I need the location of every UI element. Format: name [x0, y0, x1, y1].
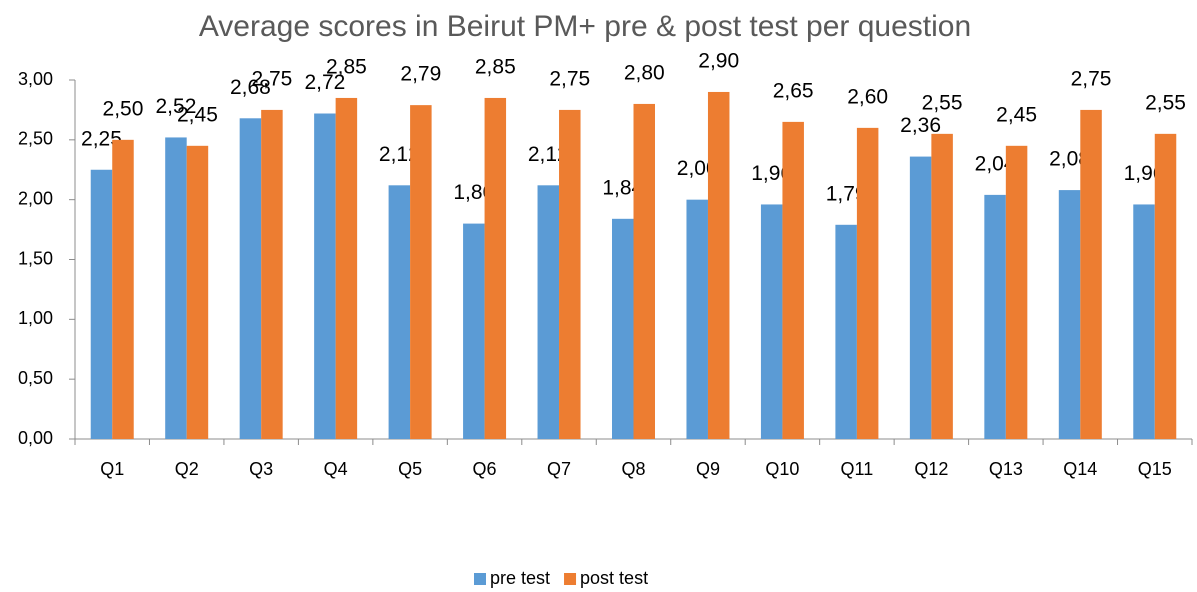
- y-tick-label: 1,00: [18, 308, 53, 328]
- x-tick-label: Q11: [841, 459, 874, 479]
- bar: [410, 105, 432, 439]
- bar: [463, 223, 485, 439]
- bar: [314, 113, 336, 440]
- data-label: 2,50: [103, 97, 144, 120]
- data-label: 2,52: [156, 95, 197, 118]
- bar: [112, 139, 134, 440]
- bar: [186, 145, 209, 440]
- data-label: 2,25: [81, 127, 122, 150]
- x-tick-label: Q12: [914, 459, 948, 479]
- x-tick-label: Q2: [175, 459, 199, 479]
- bar: [707, 91, 730, 439]
- bar: [835, 224, 857, 439]
- bar: [1080, 109, 1102, 440]
- data-label: 2,12: [379, 143, 420, 166]
- bar: [559, 109, 581, 440]
- x-tick-label: Q9: [696, 459, 720, 479]
- x-tick-label: Q4: [324, 459, 348, 479]
- bar: [1058, 190, 1081, 439]
- data-label: 1,96: [751, 162, 792, 185]
- bar: [1154, 133, 1177, 439]
- x-tick-label: Q6: [473, 459, 497, 479]
- y-tick-label: 0,50: [18, 368, 53, 388]
- data-label: 2,75: [251, 67, 292, 90]
- chart-title: Average scores in Beirut PM+ pre & post …: [199, 10, 971, 43]
- bar: [909, 156, 932, 439]
- bar: [760, 204, 783, 439]
- bar: [165, 137, 187, 439]
- data-label: 2,85: [326, 55, 367, 78]
- data-label: 2,36: [900, 114, 941, 137]
- x-tick-label: Q13: [989, 459, 1023, 479]
- data-label: 2,79: [400, 63, 441, 86]
- x-tick-label: Q5: [398, 459, 422, 479]
- data-label: 1,80: [453, 181, 494, 204]
- bar: [686, 199, 708, 439]
- data-label: 2,68: [230, 76, 271, 99]
- data-label: 2,90: [698, 50, 739, 73]
- x-tick-label: Q14: [1063, 459, 1097, 479]
- data-label: 2,60: [847, 85, 888, 108]
- data-label: 2,55: [922, 91, 963, 114]
- bar: [856, 127, 879, 439]
- bar: [782, 121, 804, 439]
- y-tick-label: 3,00: [18, 69, 53, 89]
- x-tick-label: Q3: [249, 459, 273, 479]
- x-tick-label: Q1: [100, 459, 124, 479]
- data-label: 2,75: [549, 67, 590, 90]
- data-label: 2,00: [677, 157, 718, 180]
- data-label: 2,08: [1049, 148, 1090, 171]
- data-label: 1,96: [1124, 162, 1165, 185]
- bar: [388, 185, 411, 439]
- data-label: 2,85: [475, 55, 516, 78]
- y-tick-label: 2,00: [18, 188, 53, 208]
- data-label: 2,75: [1071, 67, 1112, 90]
- x-tick-label: Q8: [621, 459, 645, 479]
- legend-swatch: [474, 573, 486, 585]
- bar: [1005, 145, 1028, 440]
- data-label: 1,84: [602, 176, 643, 199]
- y-tick-label: 2,50: [18, 129, 53, 149]
- bar: [984, 194, 1006, 439]
- legend-label: pre test: [490, 568, 550, 588]
- bar: [90, 169, 113, 439]
- bar: [633, 103, 655, 439]
- data-label: 2,45: [996, 103, 1037, 126]
- x-tick-label: Q7: [547, 459, 571, 479]
- legend-label: post test: [580, 568, 648, 588]
- data-label: 2,72: [304, 71, 345, 94]
- bar: [484, 97, 507, 439]
- bar: [261, 109, 283, 440]
- bar: [239, 118, 262, 439]
- data-label: 2,04: [975, 152, 1016, 175]
- x-tick-label: Q10: [765, 459, 799, 479]
- bar: [612, 218, 634, 439]
- data-label: 2,80: [624, 61, 665, 84]
- data-label: 2,65: [773, 79, 814, 102]
- legend-swatch: [564, 573, 577, 585]
- y-tick-label: 1,50: [18, 248, 53, 268]
- bar: [1133, 204, 1155, 439]
- bar: [931, 133, 953, 439]
- bar: [335, 97, 358, 439]
- bar: [537, 185, 560, 439]
- data-label: 1,79: [826, 182, 867, 205]
- data-label: 2,12: [528, 143, 569, 166]
- data-label: 2,55: [1145, 91, 1186, 114]
- y-tick-label: 0,00: [18, 428, 53, 448]
- x-tick-label: Q15: [1138, 459, 1172, 479]
- data-label: 2,45: [177, 103, 218, 126]
